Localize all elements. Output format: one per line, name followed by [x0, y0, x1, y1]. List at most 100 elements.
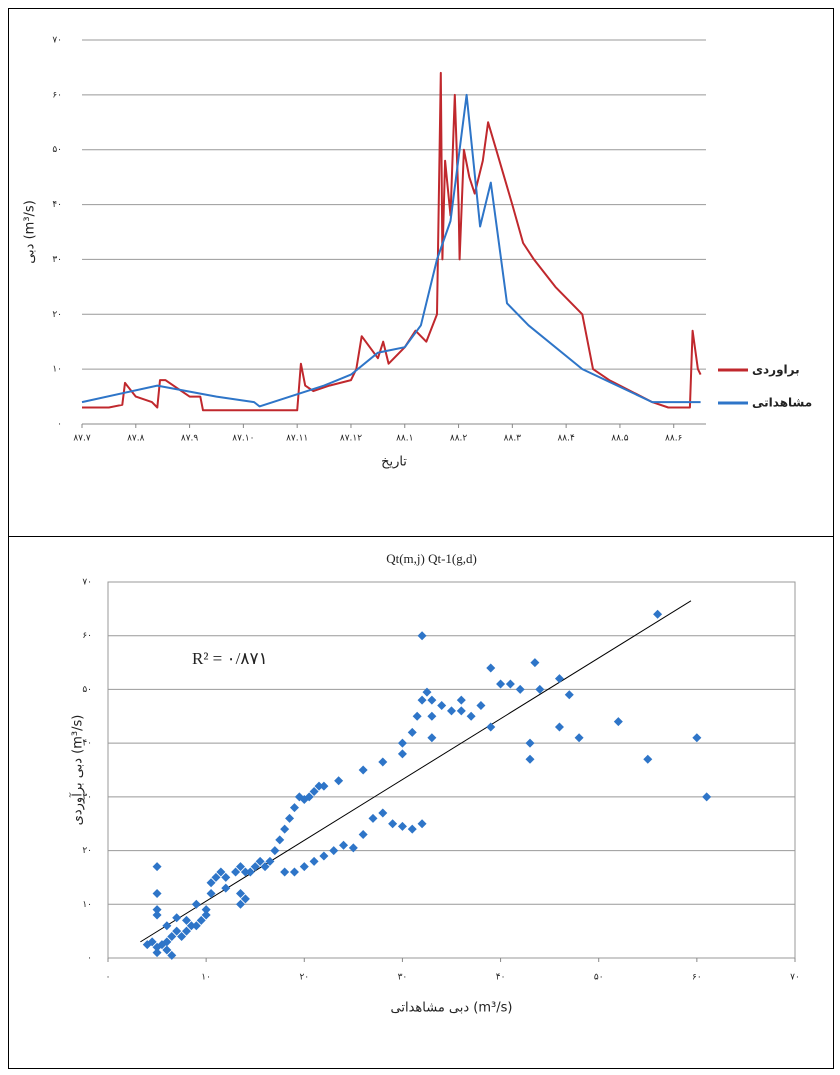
scatter-point	[191, 899, 201, 909]
scatter-point	[304, 792, 314, 802]
scatter-point	[653, 609, 663, 619]
scatter-point	[235, 889, 245, 899]
scatter-point	[407, 824, 417, 834]
scatter-point	[240, 867, 250, 877]
scatter-point	[613, 717, 623, 727]
scatter-point	[505, 679, 515, 689]
scatter-point	[486, 663, 496, 673]
scatter-point	[309, 786, 319, 796]
scatter-point	[368, 813, 378, 823]
scatter-point	[186, 921, 196, 931]
scatter-point	[167, 932, 177, 942]
y-tick-label: ۳۰	[82, 792, 92, 802]
scatter-point	[456, 706, 466, 716]
scatter-point	[235, 899, 245, 909]
scatter-point	[397, 821, 407, 831]
y-tick-label: ۳۰	[52, 255, 62, 265]
scatter-point	[702, 792, 712, 802]
x-tick-label: ۶۰	[692, 973, 702, 983]
scatter-point	[221, 883, 231, 893]
scatter-point	[250, 862, 260, 872]
scatter-point	[334, 776, 344, 786]
scatter-point	[191, 921, 201, 931]
series-line	[82, 71, 702, 412]
x-tick-label: ۳۰	[398, 973, 408, 983]
scatter-point	[314, 781, 324, 791]
scatter-point	[574, 733, 584, 743]
x-tick-label: ۷۰	[790, 973, 800, 983]
scatter-point	[427, 711, 437, 721]
scatter-point	[525, 754, 535, 764]
scatter-point	[525, 738, 535, 748]
chart-title: Qt(m,j) Qt-1(g,d)	[386, 551, 477, 566]
x-tick-label: ۵۰	[594, 973, 604, 983]
scatter-point	[152, 905, 162, 915]
x-tick-label: ۴۰	[496, 973, 506, 983]
scatter-point	[407, 727, 417, 737]
x-tick-label: ۰	[106, 973, 111, 983]
scatter-point	[388, 819, 398, 829]
scatter-point	[275, 835, 285, 845]
y-tick-label: ۲۰	[82, 846, 92, 856]
scatter-point	[417, 695, 427, 705]
scatter-point	[280, 867, 290, 877]
scatter-point	[289, 803, 299, 813]
scatter-point	[196, 915, 206, 925]
scatter-point	[201, 905, 211, 915]
x-tick-label: ۸۸.۳	[504, 434, 522, 444]
x-tick-label: ۸۸.۴	[557, 434, 575, 444]
x-tick-label: ۸۸.۵	[611, 434, 629, 444]
scatter-point	[422, 687, 432, 697]
scatter-point	[417, 819, 427, 829]
y-tick-label: ۰	[57, 420, 62, 430]
scatter-point	[412, 711, 422, 721]
scatter-point	[201, 910, 211, 920]
scatter-point	[554, 674, 564, 684]
x-axis-title: تاریخ	[381, 455, 407, 470]
x-tick-label: ۸۸.۱	[396, 434, 413, 444]
trendline	[140, 600, 692, 943]
y-tick-label: ۱۰	[52, 365, 62, 375]
scatter-point	[152, 862, 162, 872]
scatter-point	[486, 722, 496, 732]
scatter-point	[177, 932, 187, 942]
scatter-point	[235, 862, 245, 872]
x-tick-label: ۸۷.۷	[73, 434, 91, 444]
scatter-point	[397, 749, 407, 759]
scatter-point	[162, 945, 172, 955]
scatter-point	[476, 701, 486, 711]
series-line	[81, 93, 701, 408]
scatter-point	[378, 757, 388, 767]
x-tick-label: ۱۰	[201, 973, 211, 983]
scatter-point	[152, 889, 162, 899]
y-tick-label: ۶۰	[52, 90, 62, 100]
x-axis-title: دبی مشاهداتی (m³/s)	[391, 1001, 513, 1016]
scatter-point	[255, 856, 265, 866]
scatter-point	[240, 894, 250, 904]
scatter-point	[447, 706, 456, 716]
y-tick-label: ۵۰	[82, 685, 92, 695]
scatter-point	[221, 872, 231, 882]
x-tick-label: ۸۷.۱۰	[232, 434, 254, 444]
y-tick-label: ۷۰	[82, 578, 92, 588]
scatter-point	[554, 722, 564, 732]
x-tick-label: ۲۰	[299, 973, 309, 983]
y-tick-label: ۵۰	[52, 145, 62, 155]
x-tick-label: ۸۷.۸	[127, 434, 145, 444]
scatter-point	[245, 867, 255, 877]
y-tick-label: ۴۰	[52, 200, 62, 210]
scatter-point	[152, 948, 162, 958]
x-tick-label: ۸۸.۲	[450, 434, 468, 444]
scatter-point	[270, 846, 280, 856]
scatter-point	[496, 679, 506, 689]
y-tick-label: ۰	[87, 954, 92, 964]
panel-frame	[8, 8, 834, 537]
scatter-point	[162, 921, 172, 931]
scatter-point	[427, 695, 437, 705]
x-tick-label: ۸۷.۱۲	[340, 434, 362, 444]
y-tick-label: ۴۰	[82, 739, 92, 749]
scatter-point	[437, 701, 447, 711]
scatter-point	[182, 915, 192, 925]
scatter-point	[397, 738, 407, 748]
